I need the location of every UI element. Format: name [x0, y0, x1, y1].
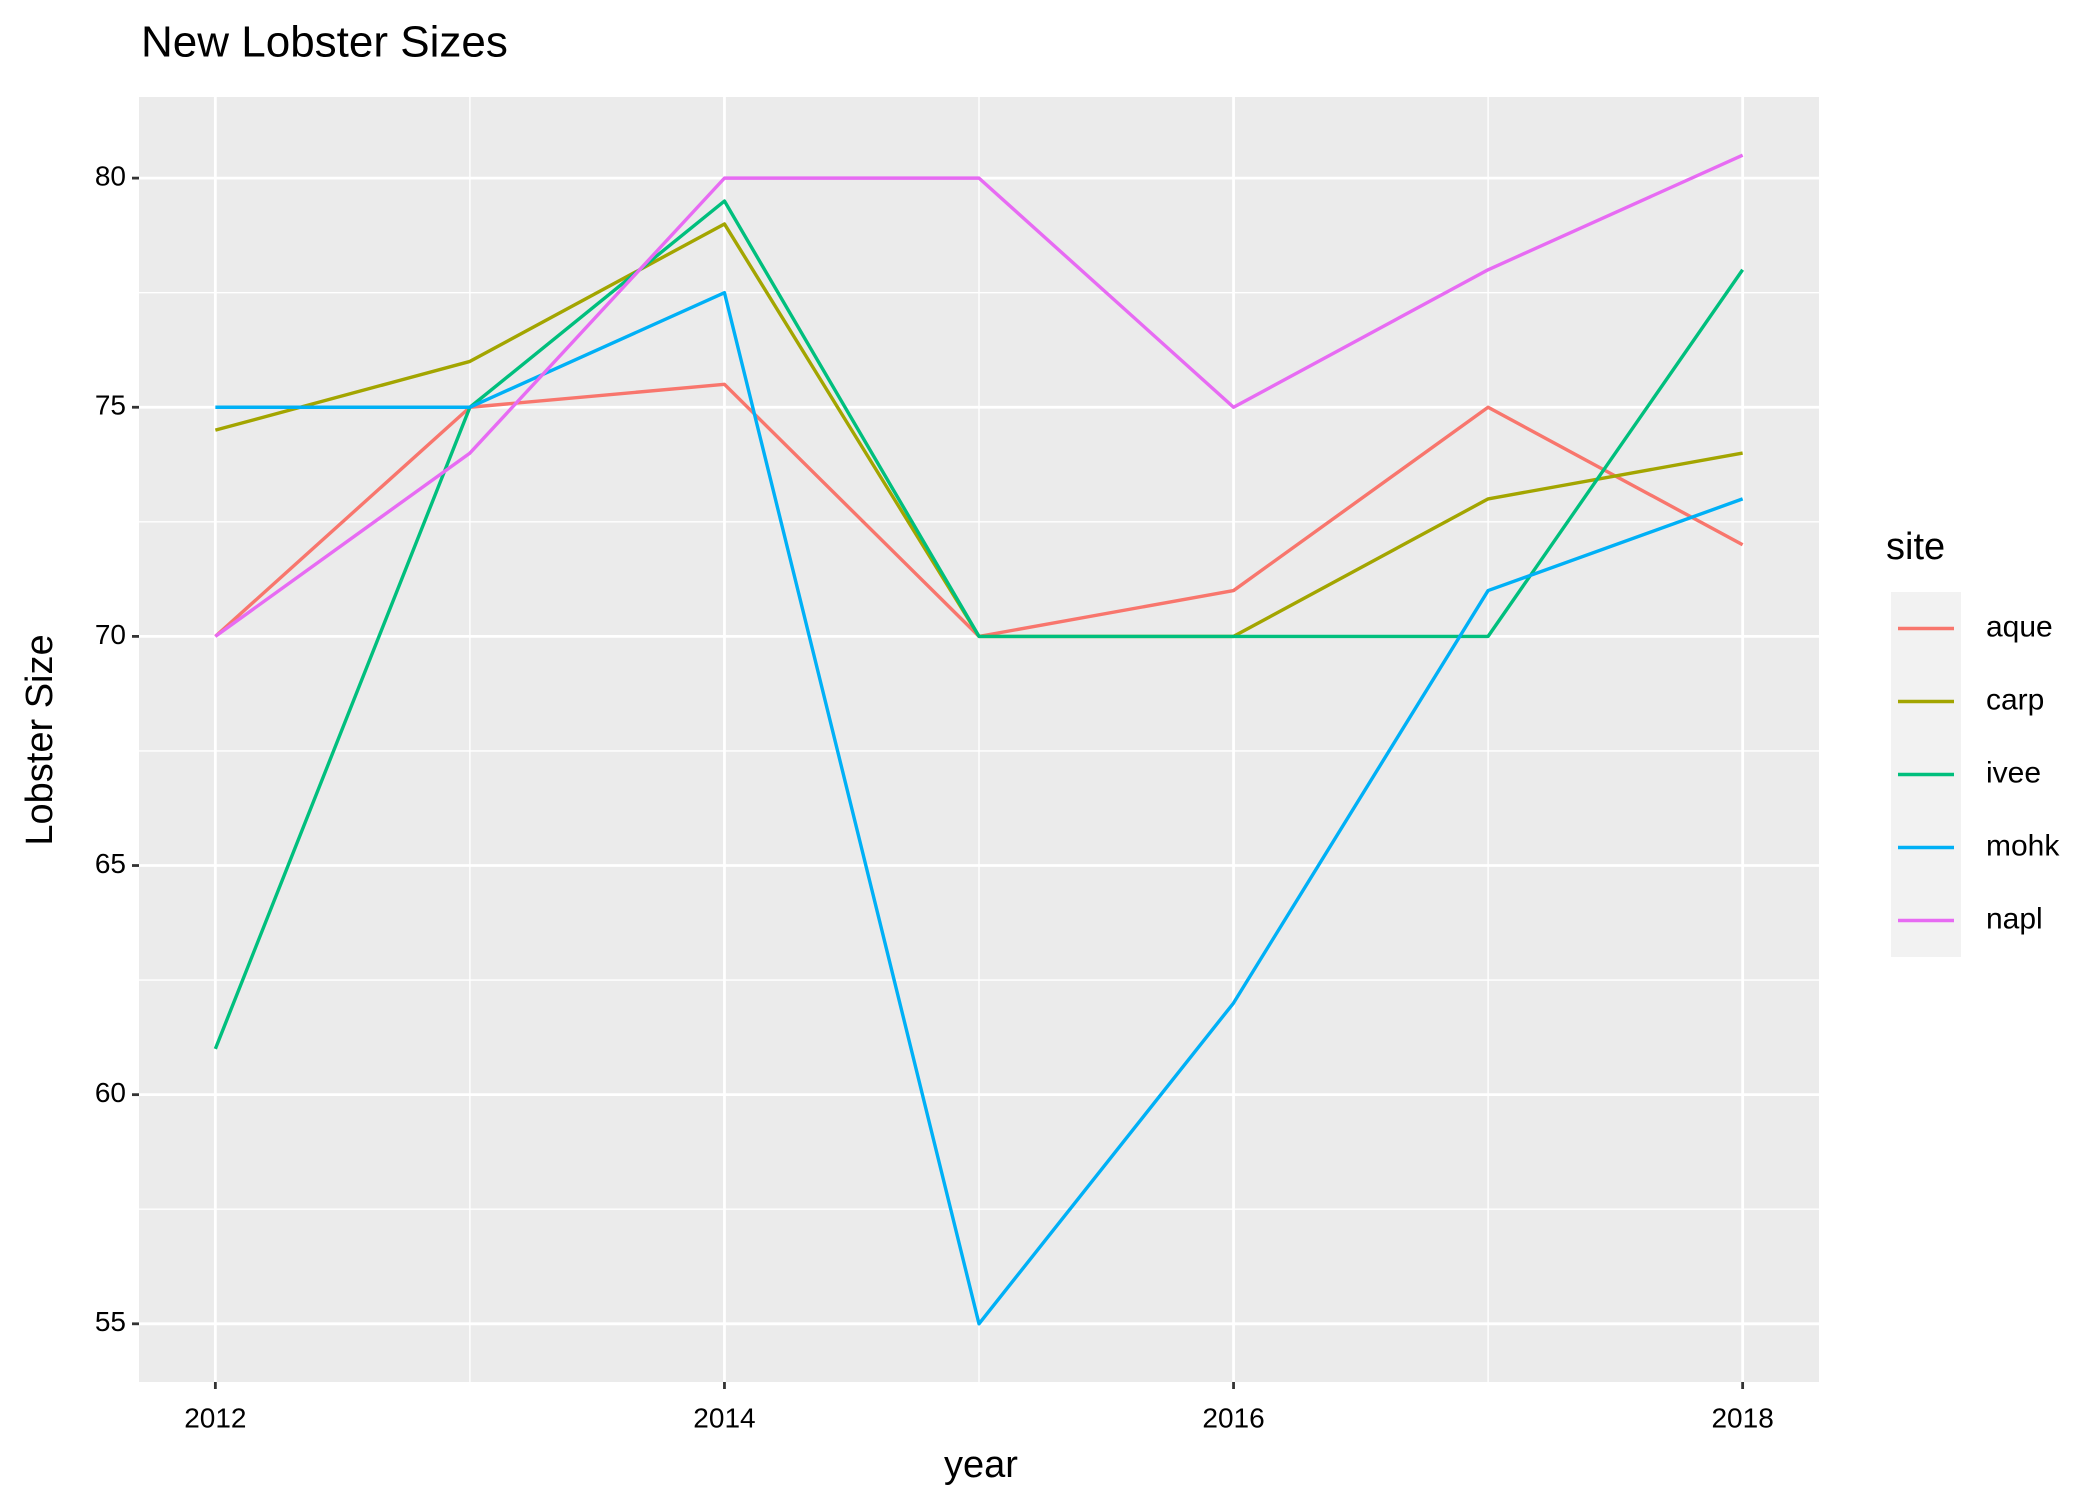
x-tick-label: 2014 [693, 1402, 755, 1433]
y-tick-label: 75 [95, 390, 126, 421]
legend-label: aque [1986, 610, 2053, 643]
y-tick-label: 80 [95, 161, 126, 192]
y-axis-label: Lobster Size [19, 634, 61, 845]
series-line [214, 153, 1744, 638]
x-tick-label: 2012 [184, 1402, 246, 1433]
chart-title: New Lobster Sizes [141, 18, 508, 67]
y-tick-label: 65 [95, 848, 126, 879]
y-tick-label: 55 [95, 1306, 126, 1337]
legend-title: site [1886, 526, 1945, 568]
legend-label: ivee [1986, 756, 2041, 789]
x-tick-label: 2018 [1711, 1402, 1773, 1433]
legend-label: mohk [1986, 829, 2060, 862]
legend-label: napl [1986, 902, 2043, 935]
series-line [215, 290, 1744, 1326]
y-tick-label: 60 [95, 1077, 126, 1108]
x-tick-label: 2016 [1202, 1402, 1264, 1433]
y-tick-label: 70 [95, 619, 126, 650]
legend-label: carp [1986, 683, 2044, 716]
x-axis-label: year [944, 1444, 1018, 1486]
